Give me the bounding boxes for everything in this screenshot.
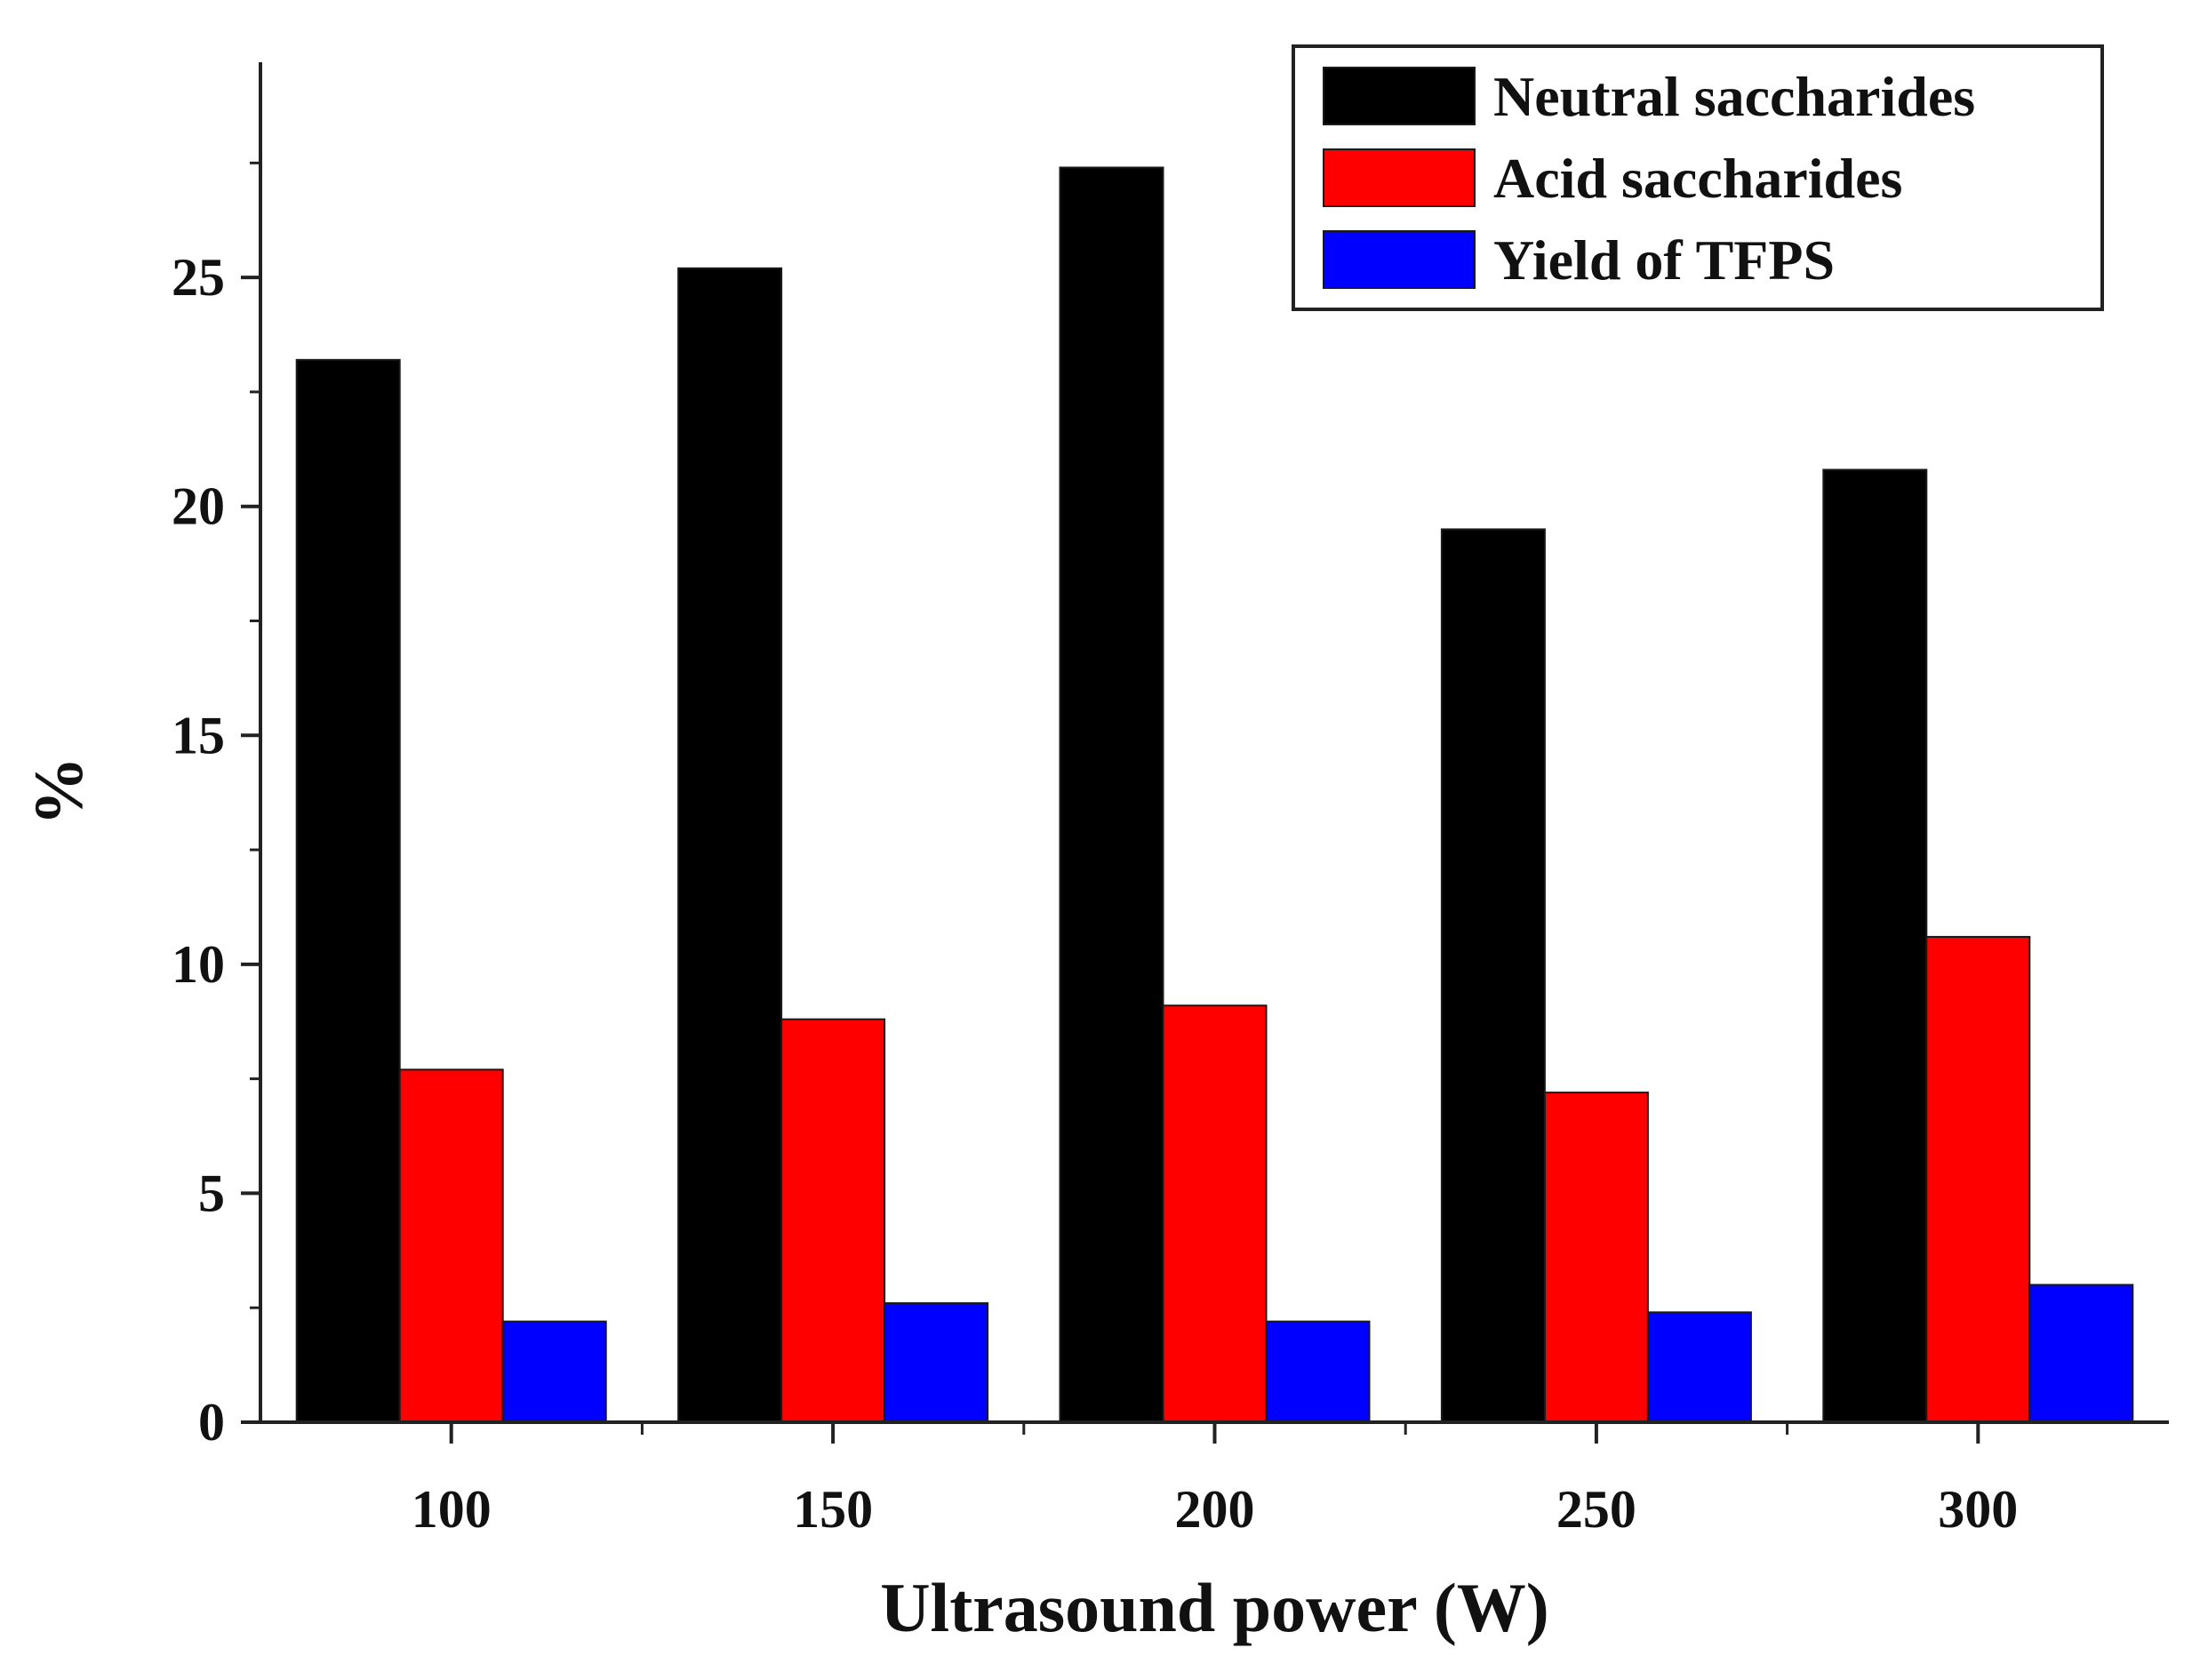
legend: Neutral saccharides Acid saccharides Yield… [1292, 44, 2104, 311]
y-axis-title: % [20, 756, 97, 826]
legend-label: Acid saccharides [1493, 147, 1902, 210]
axes-layer [241, 62, 2169, 1444]
bar-yield-of-tfps-100 [501, 1320, 607, 1423]
x-tick-label: 150 [793, 1480, 873, 1539]
bar-yield-of-tfps-150 [884, 1302, 989, 1423]
y-tick-label: 0 [198, 1393, 225, 1452]
bar-neutral-saccharides-100 [295, 358, 401, 1423]
bar-yield-of-tfps-300 [2028, 1284, 2134, 1424]
bars-layer [295, 166, 2134, 1424]
x-tick-label: 100 [412, 1480, 492, 1539]
legend-swatch-acid-saccharides [1323, 148, 1476, 207]
bar-neutral-saccharides-300 [1822, 468, 1928, 1423]
bar-neutral-saccharides-200 [1059, 166, 1164, 1423]
bar-neutral-saccharides-250 [1440, 528, 1546, 1423]
x-tick-label: 200 [1175, 1480, 1255, 1539]
x-axis-title: Ultrasound power (W) [880, 1569, 1549, 1646]
legend-label: Neutral saccharides [1493, 65, 1975, 128]
y-tick-label: 15 [172, 706, 225, 764]
y-tick-label: 20 [172, 477, 225, 536]
x-tick-label: 250 [1556, 1480, 1636, 1539]
bar-acid-saccharides-150 [780, 1018, 886, 1423]
y-tick-label: 25 [172, 248, 225, 307]
labels-layer: 0 5 10 15 20 25 100 150 200 250 300 Ultrasound powe… [20, 248, 2018, 1646]
legend-swatch-neutral-saccharides [1323, 67, 1476, 125]
bar-acid-saccharides-300 [1925, 935, 2031, 1424]
bar-acid-saccharides-250 [1543, 1092, 1649, 1424]
bar-neutral-saccharides-150 [677, 267, 783, 1423]
legend-label: Yield of TFPS [1493, 228, 1835, 292]
y-tick-label: 10 [172, 935, 225, 994]
bar-acid-saccharides-200 [1162, 1004, 1268, 1424]
bar-yield-of-tfps-200 [1265, 1320, 1371, 1423]
x-tick-label: 300 [1938, 1480, 2018, 1539]
y-tick-label: 5 [198, 1164, 225, 1222]
bar-acid-saccharides-100 [398, 1068, 504, 1424]
legend-swatch-yield-of-tfps [1323, 230, 1476, 289]
bar-yield-of-tfps-250 [1646, 1311, 1752, 1424]
